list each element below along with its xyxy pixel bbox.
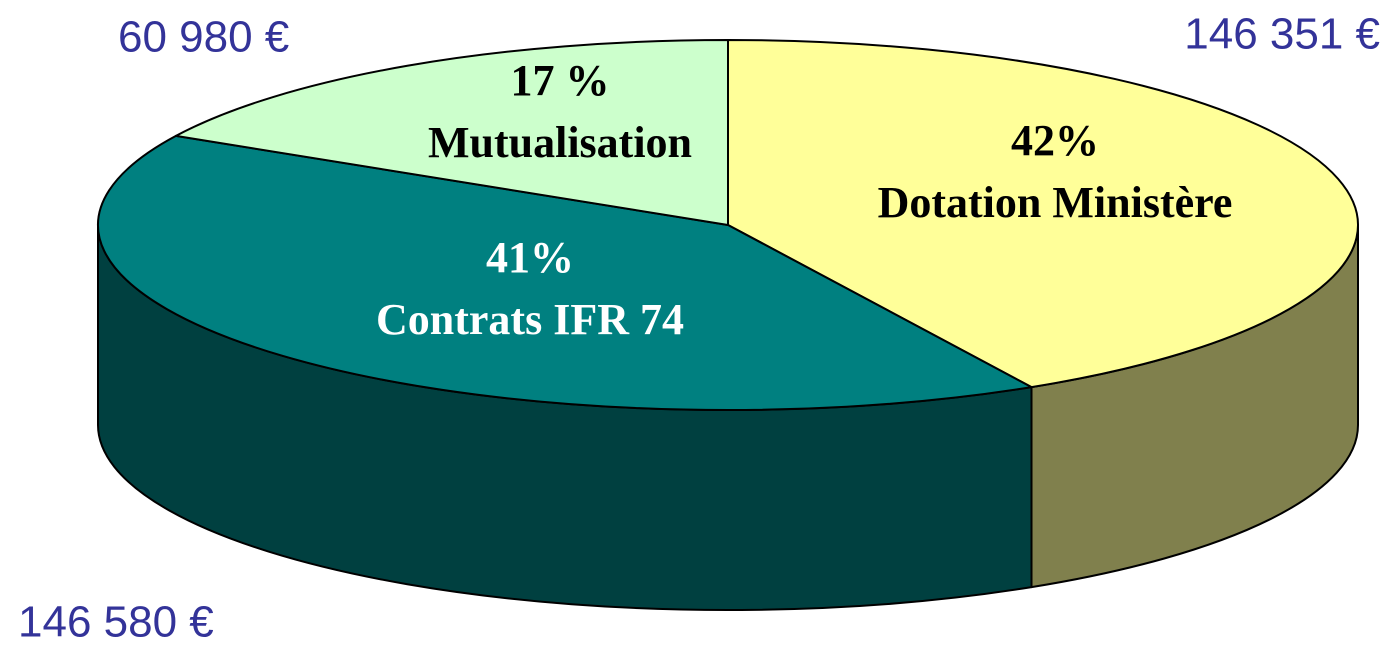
- slice-label: Dotation Ministère: [878, 178, 1233, 227]
- slice-label: Mutualisation: [428, 118, 692, 167]
- slice-value-label: 17 %: [511, 56, 610, 105]
- slice-value-label: 41%: [486, 233, 574, 282]
- slice: [97, 134, 1033, 411]
- amount-label: 146 351 €: [1184, 10, 1380, 59]
- amount-label: 146 580 €: [18, 598, 214, 647]
- amount-label: 60 980 €: [118, 13, 289, 62]
- slice-value-label: 42%: [1011, 116, 1099, 165]
- slice: [174, 39, 729, 226]
- slice: [727, 39, 1359, 389]
- slice-label: Contrats IFR 74: [376, 295, 684, 344]
